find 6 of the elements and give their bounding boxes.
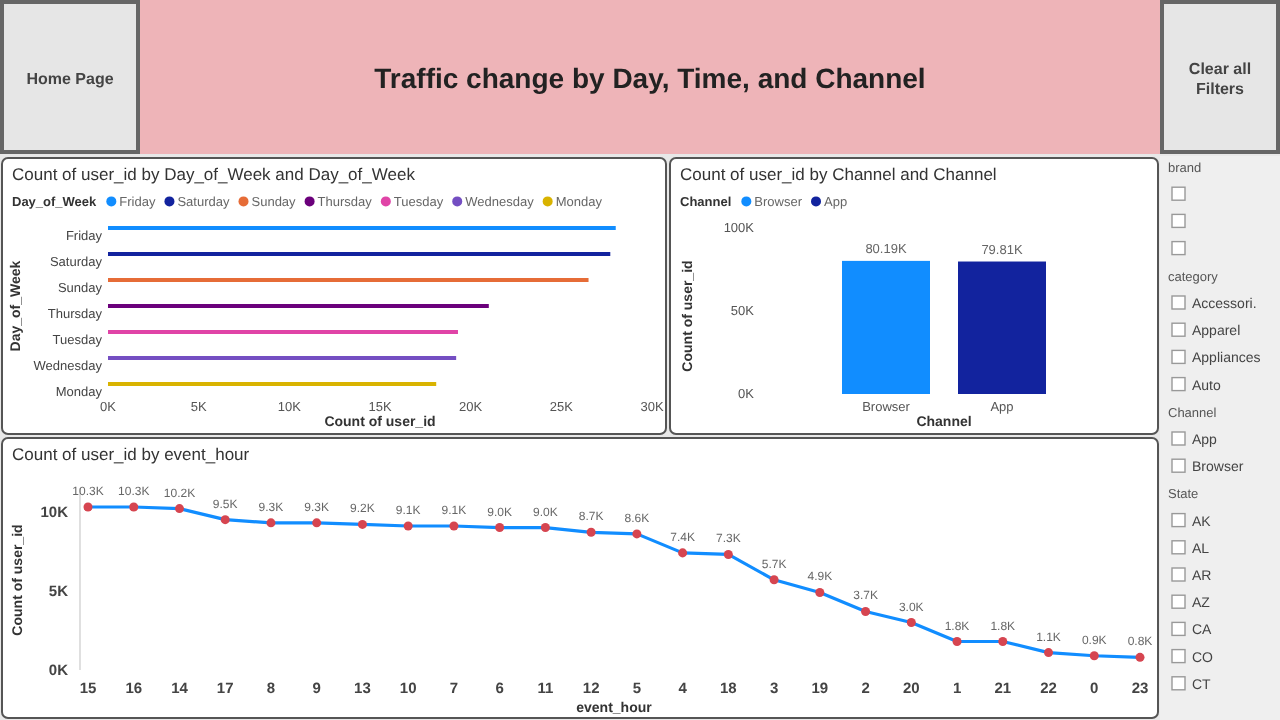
chart-title: Count of user_id by Channel and Channel [680,164,997,184]
text: Clear all Filters [1188,59,1252,98]
text: Traffic change by Day, Time, and Channel [374,62,926,94]
chart-title: Count of user_id by Day_of_Week and Day_of_Week [12,164,417,184]
text: Home Page [26,69,115,88]
chart-title: Count of user_id by event_hour [12,444,250,464]
